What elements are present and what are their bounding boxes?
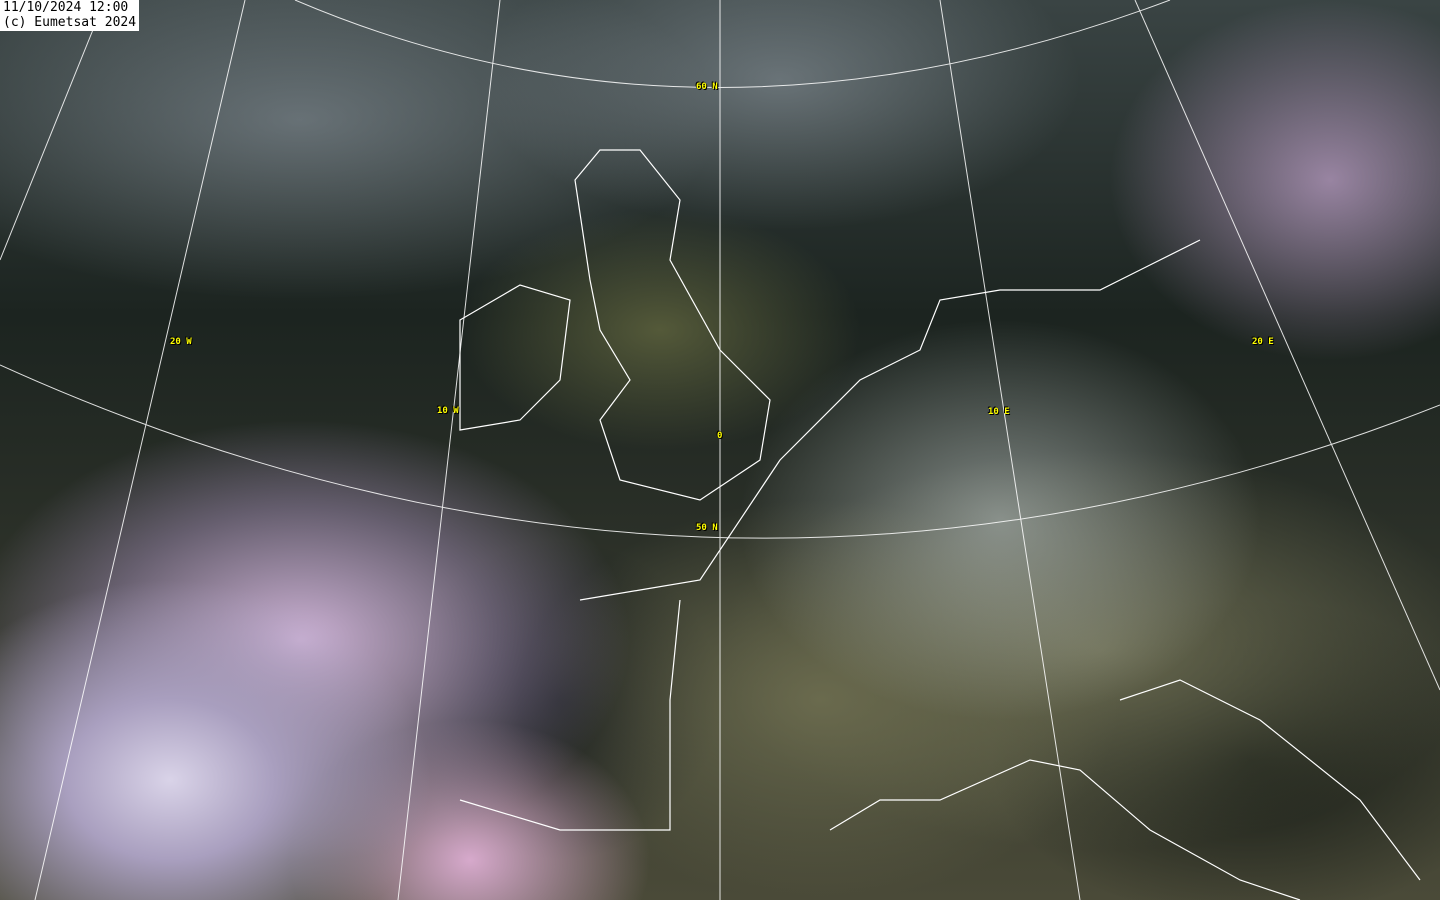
label-50n: 50 N [696,523,718,533]
label-60n: 60 N [696,82,718,92]
label-20e: 20 E [1252,337,1274,347]
meridian-20e [1134,0,1440,691]
copyright: (c) Eumetsat 2024 [3,15,137,30]
meridian-10e [939,0,1081,900]
timestamp-box: 11/10/2024 12:00 (c) Eumetsat 2024 [0,0,140,31]
meridian-10w [397,0,501,900]
timestamp: 11/10/2024 12:00 [3,0,129,15]
label-0: 0 [717,431,723,441]
parallel-50n [0,364,1440,539]
meridian-30w [0,0,106,261]
label-10e: 10 E [988,407,1010,417]
meridian-20w [34,0,246,900]
label-10w: 10 W [437,406,459,416]
coastlines [459,149,1421,900]
parallel-60n [294,0,1171,88]
label-20w: 20 W [170,337,192,347]
